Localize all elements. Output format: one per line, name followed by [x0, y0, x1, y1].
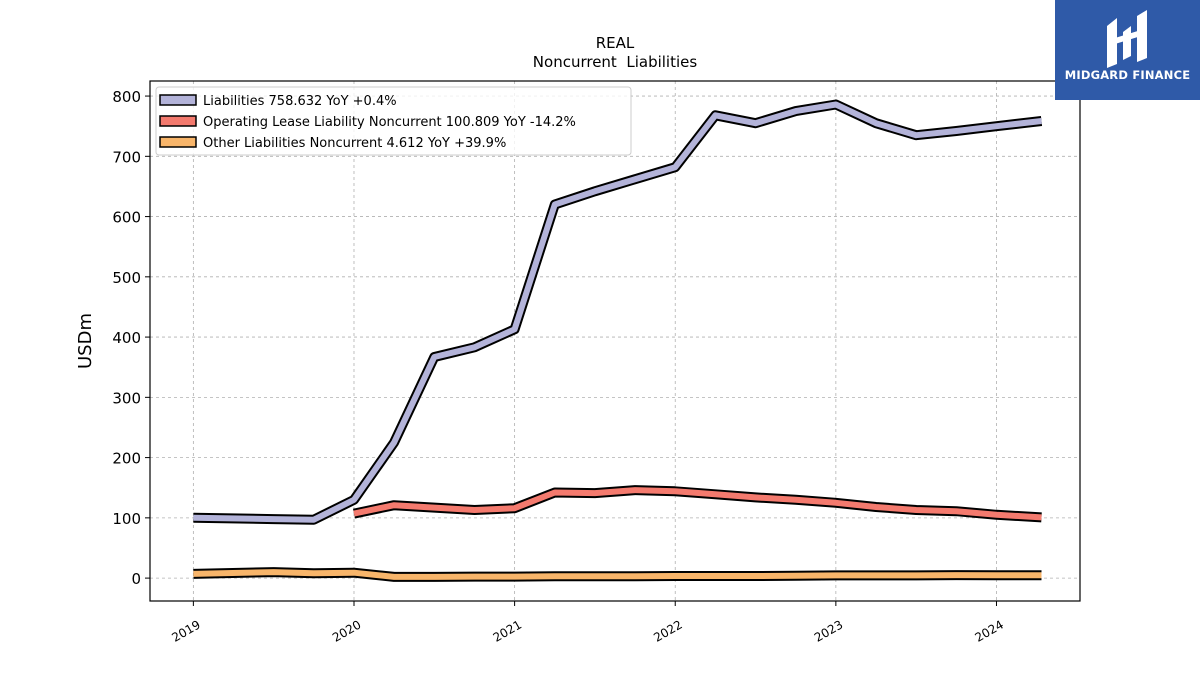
y-tick-label: 300 [112, 389, 141, 407]
x-tick-label: 2021 [491, 617, 524, 644]
legend-swatch [159, 94, 197, 106]
legend-entry-3: Other Liabilities Noncurrent 4.612 YoY +… [203, 136, 506, 151]
chart-title: REAL [596, 34, 635, 52]
series-line-3 [193, 569, 1042, 580]
series-line-2 [353, 487, 1042, 521]
y-axis: 0 100 200 300 400 500 600 700 800 [112, 88, 150, 588]
midgard-logo-icon [1107, 10, 1147, 68]
y-axis-label: USDm [75, 313, 96, 369]
x-tick-label: 2020 [330, 617, 363, 644]
y-tick-label: 800 [112, 88, 141, 106]
brand-logo: MIDGARD FINANCE [1055, 0, 1200, 100]
legend-swatch [159, 136, 197, 148]
legend-entry-1: Liabilities 758.632 YoY +0.4% [203, 94, 397, 109]
series-line-1 [193, 101, 1042, 523]
y-tick-label: 100 [112, 510, 141, 528]
legend-box [155, 86, 632, 156]
y-tick-label: 500 [112, 269, 141, 287]
x-axis: 2019 2020 2021 2022 2023 2024 [169, 601, 1006, 645]
x-tick-label: 2019 [169, 617, 202, 644]
y-tick-label: 200 [112, 450, 141, 468]
legend-entry-2: Operating Lease Liability Noncurrent 100… [203, 115, 576, 130]
legend-swatch [159, 115, 197, 127]
y-tick-label: 400 [112, 329, 141, 347]
brand-name: MIDGARD FINANCE [1064, 68, 1191, 82]
x-tick-label: 2022 [651, 617, 684, 644]
plot-area-frame [149, 80, 1081, 602]
y-tick-label: 600 [112, 209, 141, 227]
chart-subtitle: Noncurrent Liabilities [533, 53, 698, 71]
y-tick-label: 700 [112, 148, 141, 166]
legend[interactable]: Liabilities 758.632 YoY +0.4% Operating L… [155, 86, 632, 156]
x-tick-label: 2024 [973, 617, 1006, 644]
y-tick-label: 0 [131, 570, 141, 588]
series-layer [193, 99, 1043, 582]
x-tick-label: 2023 [812, 617, 845, 644]
